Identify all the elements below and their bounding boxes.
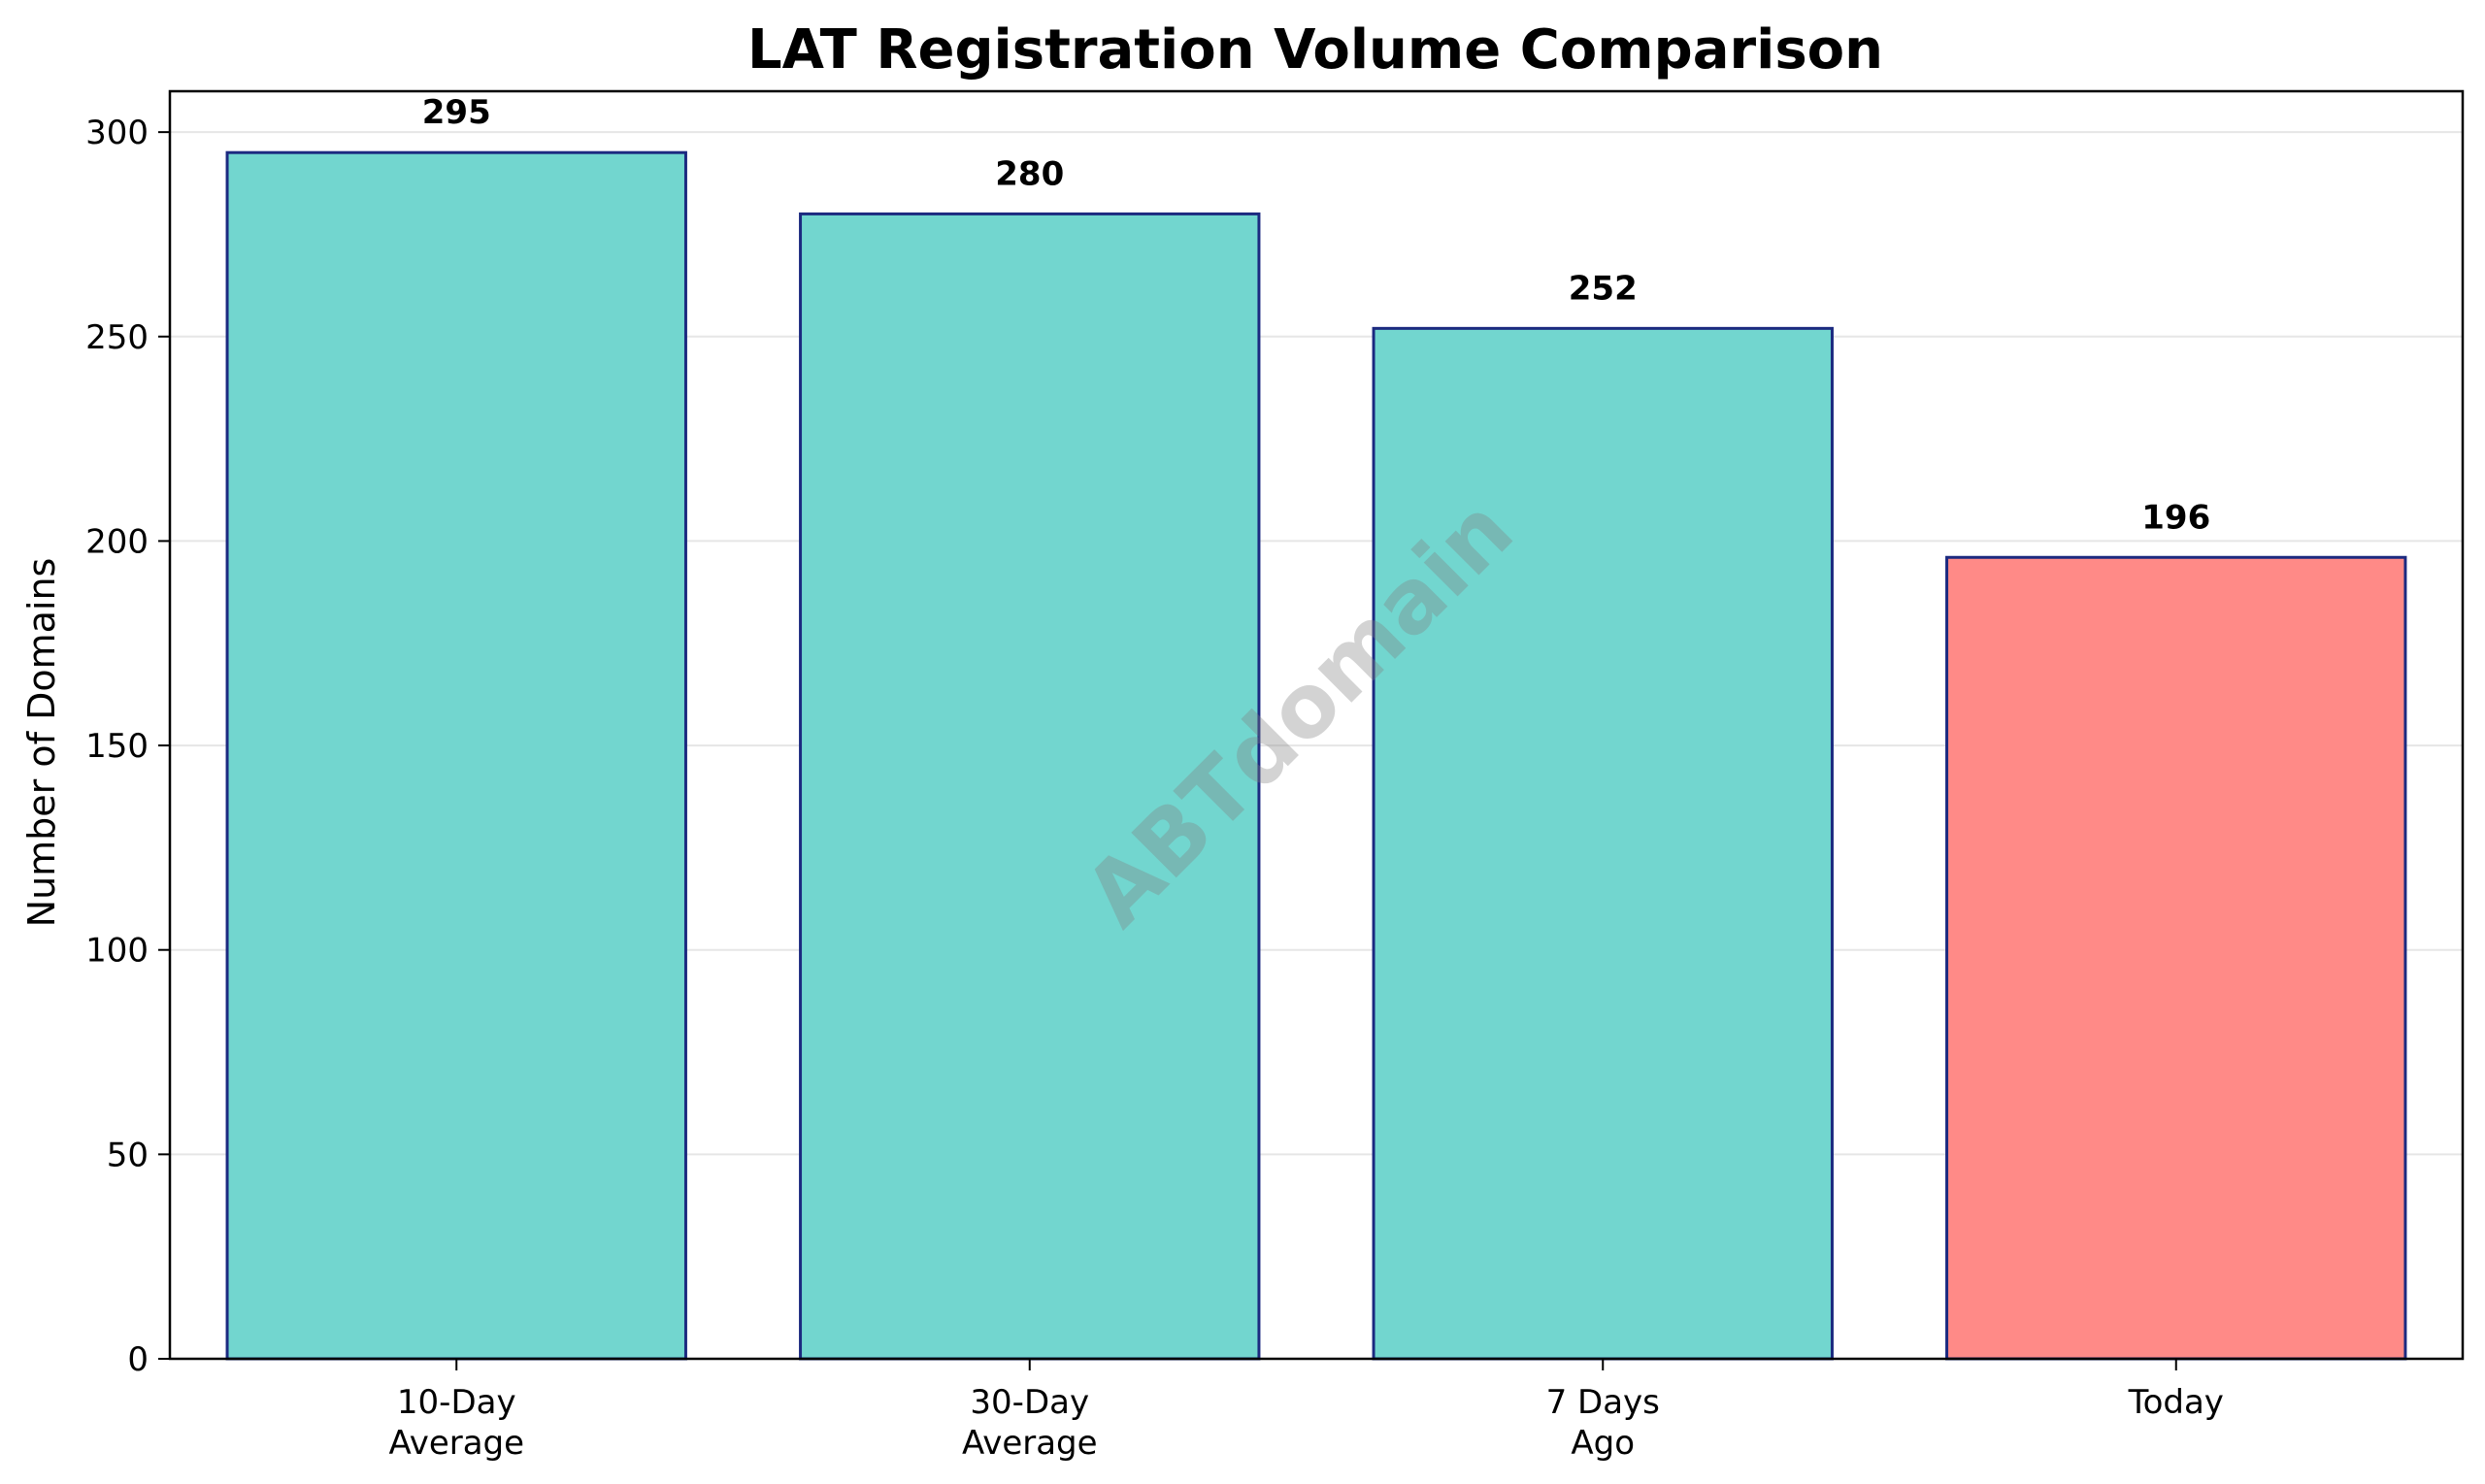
y-tick-label: 100 [85, 932, 149, 971]
y-tick-label: 300 [85, 114, 149, 152]
bar-value-label: 252 [1569, 269, 1638, 308]
y-ticks: 0 50 100 150 200 250 300 [85, 114, 170, 1379]
bar [1945, 555, 2407, 1361]
y-tick-label: 150 [85, 727, 149, 766]
chart-title: LAT Registration Volume Comparison [747, 18, 1883, 82]
bar [225, 150, 687, 1361]
y-axis-label: Number of Domains [20, 558, 63, 928]
x-tick-label: Ago [1571, 1424, 1635, 1463]
bar [799, 212, 1261, 1361]
x-tick-label: 30-Day [970, 1383, 1089, 1422]
x-tick-label: 10-Day [397, 1383, 516, 1422]
x-tick-label: Average [962, 1424, 1098, 1463]
y-tick-label: 0 [127, 1340, 149, 1379]
plot-area-frame [168, 89, 2465, 1361]
x-tick-label: Today [2128, 1383, 2224, 1422]
data-labels: 295 280 252 196 [422, 93, 2210, 537]
x-tick-label: 7 Days [1546, 1383, 1660, 1422]
bar-value-label: 295 [422, 93, 491, 132]
bar [1372, 326, 1834, 1361]
bar-value-label: 280 [995, 154, 1064, 193]
y-tick-label: 50 [107, 1136, 149, 1174]
x-tick-label: Average [388, 1424, 524, 1463]
y-tick-label: 250 [85, 318, 149, 357]
y-tick-label: 200 [85, 522, 149, 561]
bar-value-label: 196 [2141, 498, 2210, 537]
bars [225, 150, 2407, 1361]
